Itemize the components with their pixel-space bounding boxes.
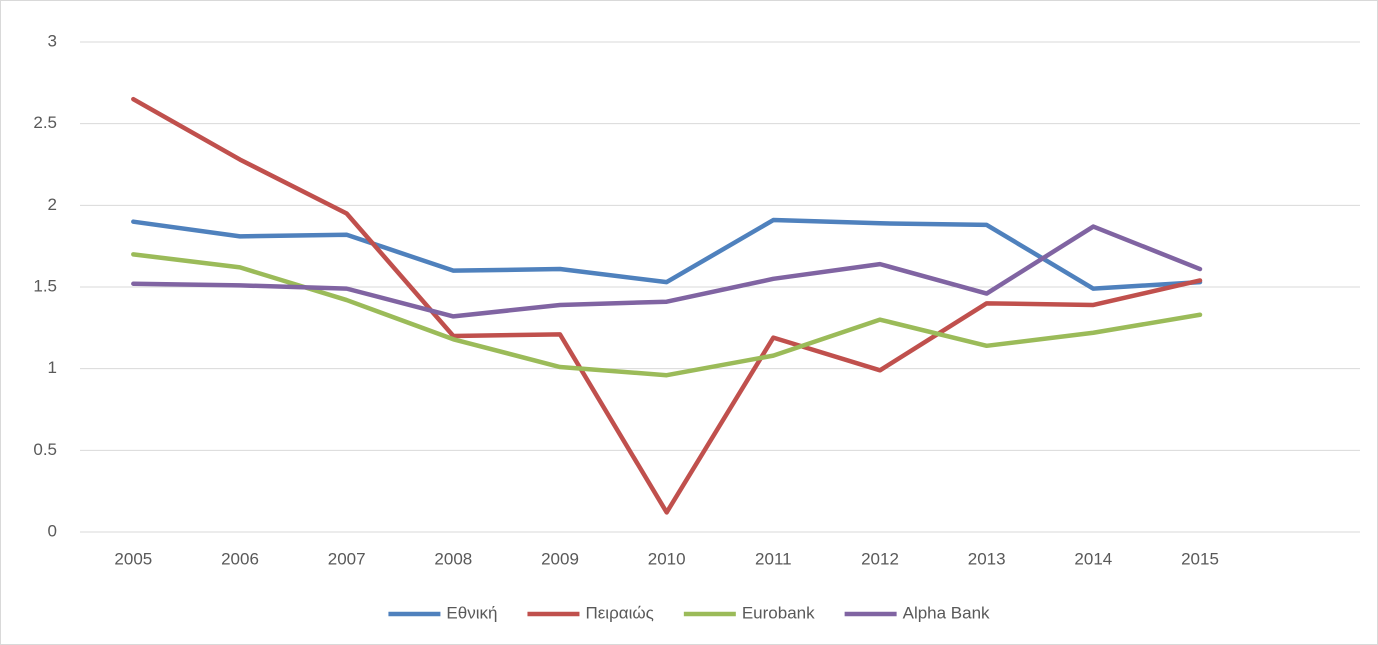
- x-tick-label: 2012: [861, 549, 899, 568]
- y-tick-label: 0.5: [33, 440, 57, 459]
- legend-label: Πειραιώς: [585, 603, 653, 622]
- y-tick-label: 3: [48, 31, 57, 50]
- y-tick-label: 1.5: [33, 276, 57, 295]
- x-tick-label: 2005: [114, 549, 152, 568]
- legend-label: Eurobank: [742, 603, 815, 622]
- series-line: [131, 96, 1203, 515]
- y-tick-label: 0: [48, 521, 57, 540]
- series-line: [131, 217, 1203, 291]
- x-tick-label: 2013: [968, 549, 1006, 568]
- y-tick-label: 2.5: [33, 113, 57, 132]
- x-tick-label: 2007: [328, 549, 366, 568]
- legend-label: Alpha Bank: [903, 603, 990, 622]
- y-tick-label: 2: [48, 195, 57, 214]
- x-tick-label: 2009: [541, 549, 579, 568]
- x-tick-label: 2006: [221, 549, 259, 568]
- y-tick-label: 1: [48, 358, 57, 377]
- x-tick-label: 2010: [648, 549, 686, 568]
- series-line: [131, 224, 1203, 319]
- x-tick-label: 2011: [755, 549, 792, 568]
- x-tick-label: 2008: [434, 549, 472, 568]
- x-tick-label: 2015: [1181, 549, 1219, 568]
- x-tick-label: 2014: [1074, 549, 1112, 568]
- legend-label: Εθνική: [446, 603, 497, 622]
